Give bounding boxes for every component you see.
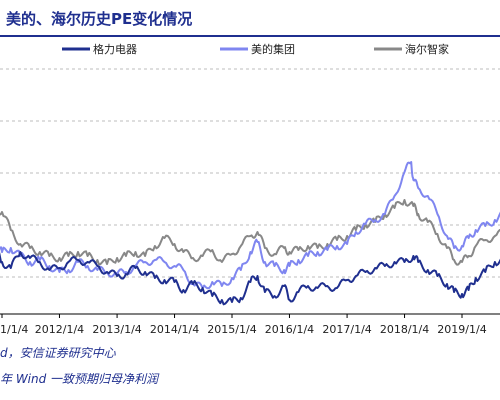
series-line-geli [0,251,500,306]
plot-area [0,161,500,306]
footnote-note: 年 Wind 一致预期归母净利润 [0,372,160,386]
legend-label-haier: 海尔智家 [405,42,449,56]
x-tick-label: 2018/1/4 [380,323,429,336]
x-tick-label: 2012/1/4 [35,323,84,336]
x-tick-label: 2017/1/4 [322,323,371,336]
footnote-source: d，安信证券研究中心 [0,346,117,360]
x-tick-label: 2014/1/4 [150,323,199,336]
x-tick-label: 1/1/4 [0,323,28,336]
x-tick-label: 2016/1/4 [265,323,314,336]
x-axis-ticks: 1/1/4 2012/1/4 2013/1/4 2014/1/4 2015/1/4 201… [0,314,487,336]
gridlines [0,68,500,278]
chart-title: 美的、海尔历史PE变化情况 [6,10,192,28]
x-tick-label: 2015/1/4 [207,323,256,336]
x-tick-label: 2013/1/4 [92,323,141,336]
legend-label-midea: 美的集团 [251,42,295,56]
series-line-midea [0,161,500,290]
legend: 格力电器 美的集团 海尔智家 [62,42,449,56]
legend-label-geli: 格力电器 [93,42,137,56]
x-tick-label: 2019/1/4 [437,323,486,336]
